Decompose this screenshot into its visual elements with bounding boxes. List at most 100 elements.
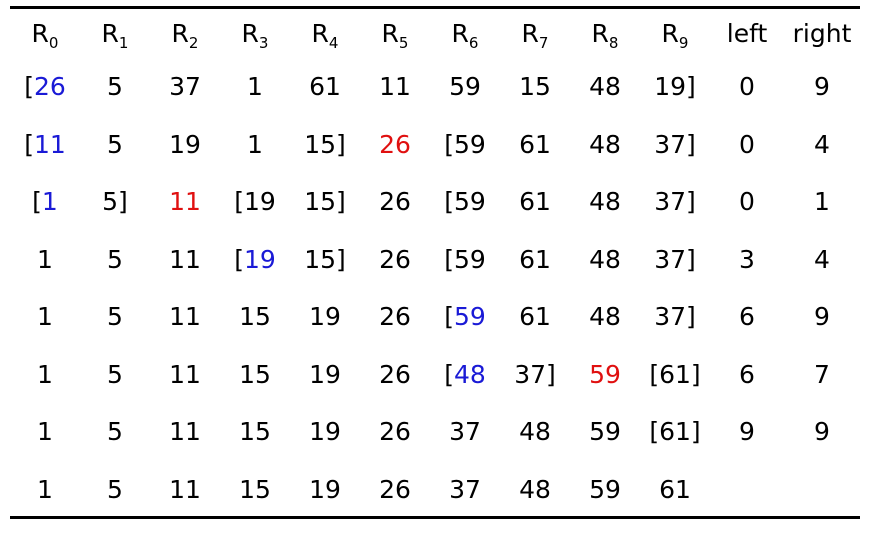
table-body: [26 5 37 1 61 11 59 15 48 19] 0 9 [11 5 19 1 15] 26 [59 61 4… bbox=[10, 58, 860, 518]
column-header-subscript: 8 bbox=[608, 34, 619, 52]
cell-value: 15] bbox=[304, 244, 346, 274]
cell-value: 37] bbox=[654, 129, 696, 159]
table-row: 1 5 11 15 19 26 37 48 59 [61] 9 9 bbox=[10, 403, 860, 461]
table-cell: 61 bbox=[640, 461, 710, 519]
table-cell: 37 bbox=[150, 58, 220, 116]
column-header-subscript: 3 bbox=[258, 34, 269, 52]
cell-value: 5 bbox=[107, 417, 123, 447]
cell-value: 0 bbox=[739, 129, 755, 159]
cell-value: [ bbox=[32, 187, 42, 217]
table-cell: 61 bbox=[500, 116, 570, 174]
cell-value: 1 bbox=[247, 129, 263, 159]
table-cell: [11 bbox=[10, 116, 80, 174]
column-header: R8 bbox=[570, 9, 640, 58]
table-cell: 5 bbox=[80, 288, 150, 346]
cell-value: 9 bbox=[814, 417, 830, 447]
column-header-subscript: 4 bbox=[328, 34, 339, 52]
pivot-value: 59 bbox=[453, 302, 486, 332]
cell-value: [ bbox=[444, 302, 454, 332]
cell-value: 59 bbox=[449, 72, 481, 102]
table-cell: 59 bbox=[430, 58, 500, 116]
table-cell: 0 bbox=[710, 173, 784, 231]
cell-value: 5 bbox=[107, 129, 123, 159]
table-cell: 7 bbox=[784, 346, 860, 404]
table-cell: [19 bbox=[220, 173, 290, 231]
cell-value: 59 bbox=[589, 417, 621, 447]
cell-value: 26 bbox=[379, 302, 411, 332]
cell-value: 6 bbox=[739, 302, 755, 332]
cell-value: 37 bbox=[169, 72, 201, 102]
cell-value: 61 bbox=[519, 129, 551, 159]
quicksort-trace-table: R0 R1 R2 R3 R4 R5 R6 R7 R8 R9 left right [26 5 37 1 61 1… bbox=[10, 9, 860, 518]
cell-value: 9 bbox=[814, 72, 830, 102]
pivot-value: 48 bbox=[453, 359, 486, 389]
cell-value: 5] bbox=[102, 187, 128, 217]
cell-value: 15 bbox=[519, 72, 551, 102]
table-bottom-rule bbox=[10, 516, 860, 519]
table-cell: 19 bbox=[150, 116, 220, 174]
placed-pivot-value: 26 bbox=[379, 129, 411, 159]
cell-value: 5 bbox=[107, 302, 123, 332]
column-header: R1 bbox=[80, 9, 150, 58]
table-cell: [61] bbox=[640, 403, 710, 461]
table-row: [26 5 37 1 61 11 59 15 48 19] 0 9 bbox=[10, 58, 860, 116]
table-cell: 15 bbox=[220, 403, 290, 461]
table-cell: 48 bbox=[570, 173, 640, 231]
table-cell: 48 bbox=[570, 288, 640, 346]
cell-value: 0 bbox=[739, 72, 755, 102]
column-header-label: R bbox=[31, 19, 49, 48]
cell-value: 1 bbox=[37, 474, 53, 504]
column-header-label: R bbox=[661, 19, 679, 48]
column-header-label: R bbox=[451, 19, 469, 48]
table-cell: 37] bbox=[640, 116, 710, 174]
cell-value: 61 bbox=[659, 474, 691, 504]
cell-value: 26 bbox=[379, 187, 411, 217]
table-cell: 61 bbox=[290, 58, 360, 116]
cell-value: 5 bbox=[107, 72, 123, 102]
table-cell: 1 bbox=[10, 461, 80, 519]
table-cell: [1 bbox=[10, 173, 80, 231]
cell-value: 19 bbox=[309, 302, 341, 332]
table-cell: 11 bbox=[360, 58, 430, 116]
header-row: R0 R1 R2 R3 R4 R5 R6 R7 R8 R9 left right bbox=[10, 9, 860, 58]
table-cell: 15 bbox=[220, 461, 290, 519]
cell-value: 37] bbox=[654, 302, 696, 332]
table-cell: [61] bbox=[640, 346, 710, 404]
column-header-subscript: 2 bbox=[188, 34, 199, 52]
cell-value: 15 bbox=[239, 302, 271, 332]
pivot-value: 1 bbox=[41, 187, 58, 217]
column-header: R2 bbox=[150, 9, 220, 58]
cell-value: 37] bbox=[514, 359, 556, 389]
column-header-subscript: 5 bbox=[398, 34, 409, 52]
cell-value: 15 bbox=[239, 474, 271, 504]
cell-value: 1 bbox=[37, 244, 53, 274]
cell-value: 26 bbox=[379, 359, 411, 389]
table-cell: 5 bbox=[80, 116, 150, 174]
column-header-label: R bbox=[241, 19, 259, 48]
table-cell: 0 bbox=[710, 58, 784, 116]
table-cell: 1 bbox=[220, 58, 290, 116]
table-cell: [48 bbox=[430, 346, 500, 404]
column-header-subscript: 9 bbox=[678, 34, 689, 52]
cell-value: [61] bbox=[649, 359, 701, 389]
cell-value: [ bbox=[24, 129, 34, 159]
cell-value: 19] bbox=[654, 72, 696, 102]
cell-value: 1 bbox=[37, 302, 53, 332]
cell-value: 3 bbox=[739, 244, 755, 274]
cell-value: [19 bbox=[234, 187, 276, 217]
table-cell: [19 bbox=[220, 231, 290, 289]
cell-value: 59 bbox=[589, 474, 621, 504]
cell-value: 15 bbox=[239, 359, 271, 389]
cell-value: 19 bbox=[309, 359, 341, 389]
table-cell: 3 bbox=[710, 231, 784, 289]
table-row: 1 5 11 15 19 26 37 48 59 61 bbox=[10, 461, 860, 519]
cell-value: 4 bbox=[814, 129, 830, 159]
table-cell: 59 bbox=[570, 403, 640, 461]
cell-value: 7 bbox=[814, 359, 830, 389]
table-cell: 1 bbox=[784, 173, 860, 231]
column-header: R5 bbox=[360, 9, 430, 58]
cell-value: 48 bbox=[519, 417, 551, 447]
cell-value: 15 bbox=[239, 417, 271, 447]
placed-pivot-value: 59 bbox=[589, 359, 621, 389]
column-header-label: R bbox=[171, 19, 189, 48]
